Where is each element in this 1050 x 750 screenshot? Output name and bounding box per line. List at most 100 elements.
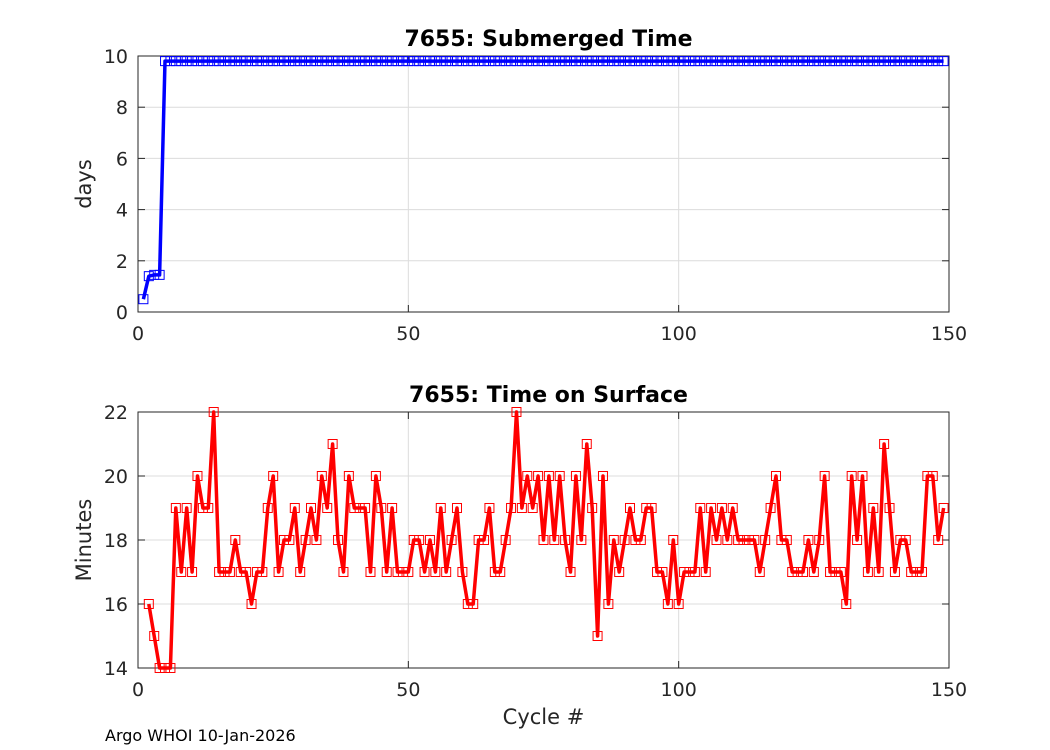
- data-point: [446, 56, 457, 67]
- data-point: [187, 56, 198, 67]
- data-point: [387, 503, 398, 513]
- data-point: [149, 631, 160, 641]
- data-point: [630, 56, 641, 67]
- data-point: [560, 56, 571, 67]
- data-point: [895, 535, 906, 545]
- data-point: [603, 599, 614, 609]
- data-point: [414, 56, 425, 67]
- data-point: [376, 56, 387, 67]
- data-point: [527, 56, 538, 67]
- data-point: [543, 56, 554, 67]
- x-tick-label: 150: [931, 323, 967, 345]
- data-point: [652, 56, 663, 67]
- data-point: [792, 56, 803, 67]
- data-point: [268, 471, 279, 481]
- data-point: [770, 56, 781, 67]
- data-point: [630, 535, 641, 545]
- data-point: [506, 503, 517, 513]
- data-point: [700, 567, 711, 577]
- data-point: [662, 599, 673, 609]
- data-point: [208, 407, 219, 417]
- data-point: [224, 567, 235, 577]
- data-point: [619, 56, 630, 67]
- data-point: [516, 56, 527, 67]
- data-point: [597, 471, 608, 481]
- data-point: [592, 56, 603, 67]
- data-point: [906, 567, 917, 577]
- x-tick-label: 0: [132, 679, 144, 701]
- data-point: [457, 56, 468, 67]
- data-point: [484, 503, 495, 513]
- data-point: [846, 471, 857, 481]
- data-point: [143, 599, 154, 609]
- data-point: [370, 56, 381, 67]
- data-point: [278, 56, 289, 67]
- data-point: [727, 503, 738, 513]
- data-point: [251, 567, 262, 577]
- x-tick-label: 50: [396, 323, 420, 345]
- data-point: [397, 56, 408, 67]
- x-tick-label: 100: [661, 679, 697, 701]
- data-point: [327, 439, 338, 449]
- data-point: [170, 56, 181, 67]
- data-point: [570, 56, 581, 67]
- data-point: [706, 503, 717, 513]
- data-point: [776, 535, 787, 545]
- data-point: [262, 56, 273, 67]
- data-point: [835, 567, 846, 577]
- data-point: [819, 56, 830, 67]
- data-point: [284, 535, 295, 545]
- data-point: [181, 503, 192, 513]
- data-point: [900, 56, 911, 67]
- data-point: [592, 631, 603, 641]
- data-point: [387, 56, 398, 67]
- data-point: [203, 56, 214, 67]
- x-axis-label: Cycle #: [503, 705, 585, 729]
- data-point: [235, 56, 246, 67]
- data-point: [138, 294, 149, 305]
- data-point: [197, 503, 208, 513]
- y-tick-label: 16: [104, 594, 128, 616]
- data-point: [360, 503, 371, 513]
- data-point: [884, 503, 895, 513]
- data-point: [938, 503, 949, 513]
- data-point: [165, 56, 176, 67]
- data-point: [295, 567, 306, 577]
- data-point: [803, 56, 814, 67]
- plot-frame: [137, 55, 950, 313]
- data-point: [862, 567, 873, 577]
- data-point: [451, 56, 462, 67]
- data-point: [473, 56, 484, 67]
- data-point: [219, 567, 230, 577]
- data-point: [376, 503, 387, 513]
- data-point: [333, 535, 344, 545]
- data-point: [246, 599, 257, 609]
- data-point: [392, 56, 403, 67]
- data-point: [868, 56, 879, 67]
- data-point: [733, 535, 744, 545]
- x-tick-label: 0: [132, 323, 144, 345]
- data-point: [516, 503, 527, 513]
- data-point: [565, 567, 576, 577]
- data-point: [625, 503, 636, 513]
- data-point: [814, 56, 825, 67]
- y-tick-label: 2: [116, 251, 128, 273]
- data-point: [349, 503, 360, 513]
- series-line: [147, 410, 946, 670]
- data-point: [506, 56, 517, 67]
- data-point: [533, 471, 544, 481]
- data-point: [154, 663, 165, 673]
- data-point: [176, 56, 187, 67]
- data-point: [354, 503, 365, 513]
- data-point: [289, 56, 300, 67]
- data-point: [673, 599, 684, 609]
- data-point: [181, 56, 192, 67]
- data-point: [841, 599, 852, 609]
- data-point: [835, 56, 846, 67]
- x-tick-label: 50: [396, 679, 420, 701]
- data-point: [700, 56, 711, 67]
- data-point: [765, 56, 776, 67]
- data-point: [473, 535, 484, 545]
- data-point: [787, 56, 798, 67]
- data-point: [711, 535, 722, 545]
